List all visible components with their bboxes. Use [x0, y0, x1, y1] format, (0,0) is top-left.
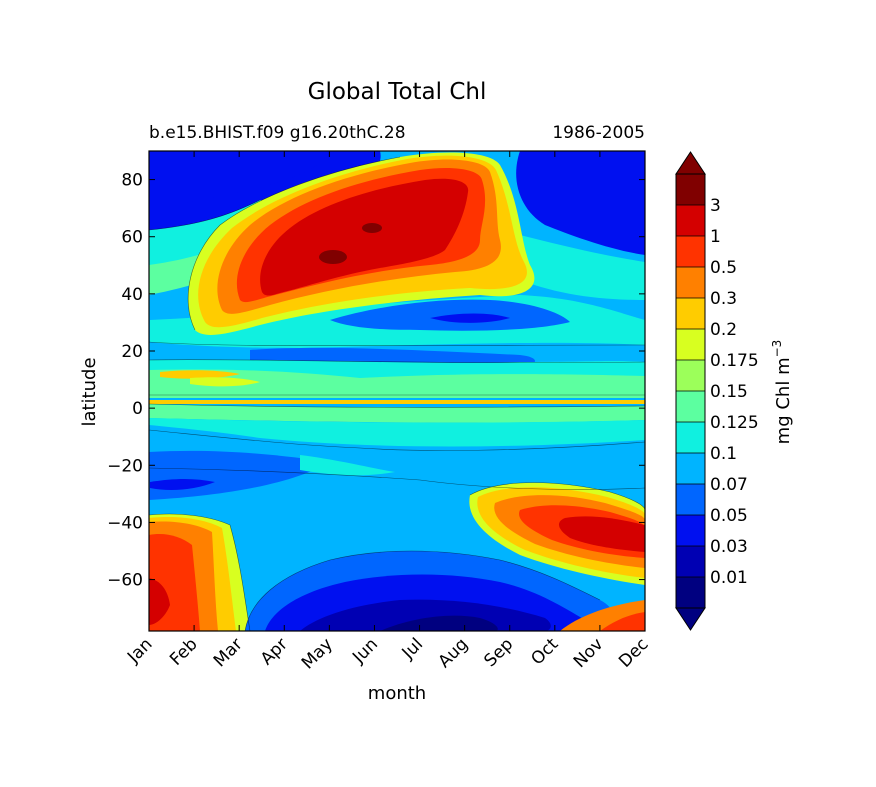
- y-axis-label: latitude: [79, 357, 100, 426]
- colorbar-segment: [676, 267, 705, 298]
- y-tick-label: 80: [121, 171, 143, 191]
- x-tick-label: Feb: [166, 634, 201, 669]
- colorbar-segment: [676, 174, 705, 205]
- chart-subtitle-left: b.e15.BHIST.f09 g16.20thC.28: [149, 123, 406, 143]
- colorbar-segment: [676, 329, 705, 360]
- colorbar-label: mg Chl m−3: [770, 340, 794, 445]
- colorbar-tick-label: 1: [710, 227, 721, 247]
- colorbar-segment: [676, 391, 705, 422]
- x-tick-label: Nov: [570, 634, 608, 672]
- x-axis-label: month: [368, 683, 426, 704]
- colorbar-segment: [676, 205, 705, 236]
- colorbar-tick-label: 0.5: [710, 258, 737, 278]
- colorbar-segment: [676, 577, 705, 608]
- colorbar-extend-bottom: [675, 607, 706, 631]
- colorbar-tick-label: 0.15: [710, 382, 748, 402]
- colorbar-segment: [676, 360, 705, 391]
- x-tick-label: Jan: [123, 634, 156, 667]
- y-tick-label: −20: [107, 456, 143, 476]
- colorbar-label-main: mg Chl m: [773, 357, 794, 444]
- x-tick-label: May: [298, 634, 337, 673]
- colorbar-tick-label: 0.2: [710, 320, 737, 340]
- x-tick-label: Aug: [435, 634, 473, 672]
- x-tick-label: Jun: [348, 634, 382, 668]
- colorbar-tick-label: 0.03: [710, 537, 748, 557]
- colorbar-tick-label: 0.175: [710, 351, 759, 371]
- colorbar-segment: [676, 515, 705, 546]
- colorbar-tick-label: 0.1: [710, 444, 737, 464]
- y-tick-label: −60: [107, 571, 143, 591]
- y-tick-label: 0: [132, 399, 143, 419]
- x-tick-label: Mar: [210, 634, 247, 671]
- colorbar-segment: [676, 236, 705, 267]
- colorbar-tick-label: 3: [710, 196, 721, 216]
- chart-title: Global Total Chl: [308, 79, 487, 105]
- contour-field: [149, 151, 645, 631]
- colorbar-segment: [676, 298, 705, 329]
- x-tick-label: Dec: [615, 634, 652, 671]
- colorbar-segment: [676, 453, 705, 484]
- colorbar-tick-label: 0.125: [710, 413, 759, 433]
- colorbar-label-exp: −3: [770, 340, 784, 358]
- colorbar-tick-label: 0.3: [710, 289, 737, 309]
- colorbar-extend-top: [675, 151, 706, 175]
- y-tick-label: 20: [121, 342, 143, 362]
- plot-frame: [148, 150, 646, 632]
- x-tick-label: Sep: [480, 634, 517, 671]
- colorbar-tick-label: 0.01: [710, 568, 748, 588]
- y-axis: 80 60 40 20 0 −20 −40 −60: [107, 171, 645, 591]
- chart-subtitle-right: 1986-2005: [552, 123, 645, 143]
- x-tick-label: Apr: [257, 634, 292, 669]
- y-tick-label: 40: [121, 285, 143, 305]
- y-tick-label: −40: [107, 513, 143, 533]
- colorbar: 0.01 0.03 0.05 0.07 0.1 0.125 0.15 0.175 0.2 0.3 0…: [675, 151, 759, 631]
- y-tick-label: 60: [121, 228, 143, 248]
- x-tick-label: Jul: [398, 634, 427, 663]
- x-tick-label: Oct: [527, 634, 562, 669]
- colorbar-segment: [676, 484, 705, 515]
- colorbar-tick-label: 0.07: [710, 475, 748, 495]
- colorbar-segment: [676, 422, 705, 453]
- colorbar-segment: [676, 546, 705, 577]
- colorbar-tick-label: 0.05: [710, 506, 748, 526]
